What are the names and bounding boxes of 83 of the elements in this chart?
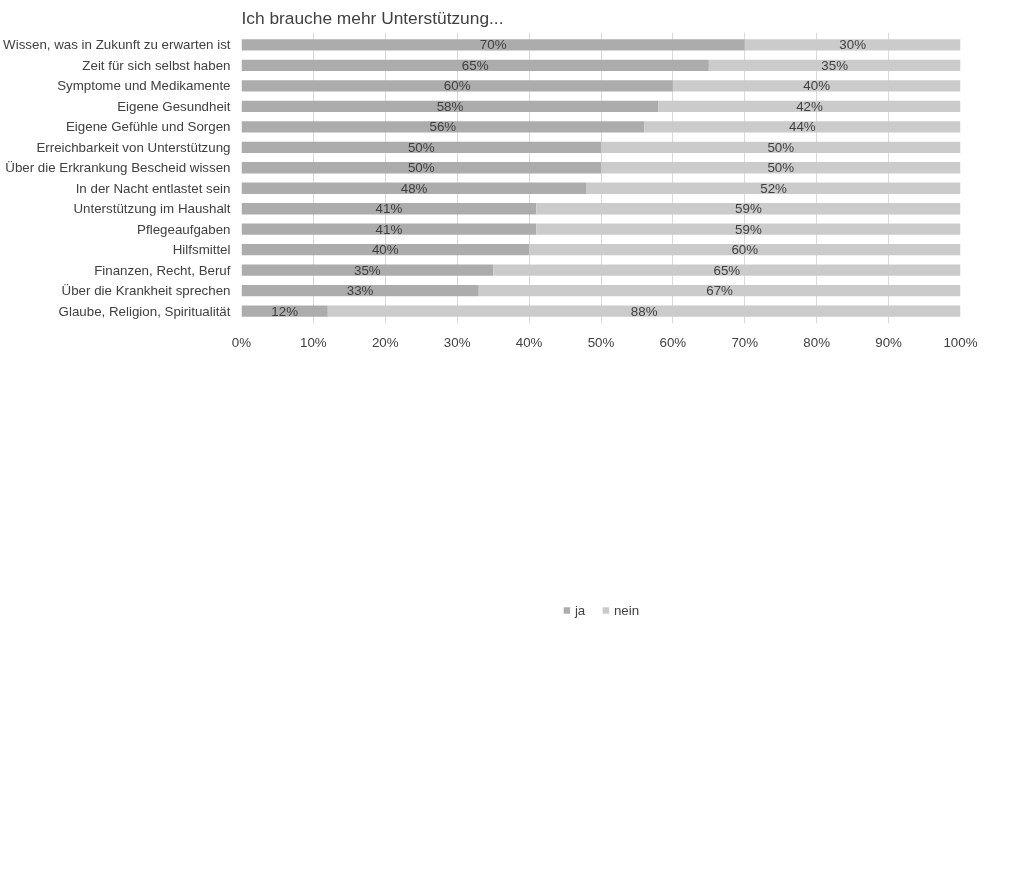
data-label: 65%	[461, 57, 489, 73]
bar	[478, 285, 961, 297]
data-label: 59%	[735, 221, 762, 237]
bar	[241, 121, 645, 133]
data-label: 60%	[731, 242, 759, 258]
data-label: 30%	[839, 37, 867, 53]
data-label: 35%	[821, 57, 849, 73]
y-tick-label: Glaube, Religion, Spiritualität	[58, 303, 231, 319]
data-label: 41%	[375, 201, 403, 217]
data-label: 52%	[760, 180, 788, 196]
data-label: 59%	[735, 201, 762, 217]
x-tick-label: 100%	[943, 334, 978, 350]
bar	[493, 264, 961, 276]
bar	[241, 59, 709, 71]
bar	[601, 162, 961, 174]
y-tick-label: Finanzen, Recht, Beruf	[94, 262, 231, 278]
data-label: 70%	[479, 37, 507, 53]
x-tick-label: 40%	[515, 334, 543, 350]
data-label: 60%	[443, 78, 471, 94]
y-tick-label: Hilfsmittel	[172, 242, 231, 258]
bar	[744, 39, 961, 51]
bar	[241, 39, 745, 51]
legend-label: nein	[613, 602, 640, 618]
data-label: 12%	[271, 303, 299, 319]
x-tick-label: 0%	[231, 334, 252, 350]
bar	[241, 285, 479, 297]
bar	[241, 203, 537, 215]
legend-label: ja	[574, 602, 587, 618]
data-label: 44%	[788, 119, 816, 135]
x-tick-label: 10%	[300, 334, 327, 350]
data-label: 40%	[371, 242, 399, 258]
y-tick-label: Eigene Gefühle und Sorgen	[65, 119, 231, 135]
bar	[241, 244, 530, 256]
x-tick-label: 30%	[443, 334, 471, 350]
y-tick-label: Über die Krankheit sprechen	[61, 283, 231, 299]
data-label: 67%	[706, 283, 734, 299]
bar	[241, 141, 601, 153]
data-label: 56%	[429, 119, 457, 135]
bar	[672, 80, 961, 92]
y-tick-label: Symptome und Medikamente	[57, 78, 231, 94]
bar	[241, 182, 587, 194]
bar	[241, 223, 537, 235]
x-tick-label: 50%	[587, 334, 615, 350]
x-tick-label: 20%	[371, 334, 399, 350]
data-label: 50%	[407, 139, 435, 155]
data-label: 88%	[630, 303, 658, 319]
x-tick-label: 70%	[731, 334, 759, 350]
y-tick-label: Wissen, was in Zukunft zu erwarten ist	[3, 37, 231, 53]
data-label: 48%	[400, 180, 428, 196]
bar	[241, 264, 494, 276]
y-tick-label: In der Nacht entlastet sein	[75, 180, 231, 196]
data-label: 58%	[436, 98, 464, 114]
data-label: 41%	[375, 221, 403, 237]
bar	[601, 141, 961, 153]
y-tick-label: Über die Erkrankung Bescheid wissen	[5, 160, 231, 176]
data-label: 50%	[407, 160, 435, 176]
chart-title: Ich brauche mehr Unterstützung...	[241, 7, 504, 28]
y-tick-label: Eigene Gesundheit	[117, 98, 231, 114]
data-label: 50%	[767, 139, 795, 155]
y-tick-label: Unterstützung im Haushalt	[73, 201, 231, 217]
data-label: 65%	[713, 262, 741, 278]
x-tick-label: 60%	[659, 334, 687, 350]
x-tick-label: 80%	[803, 334, 831, 350]
bar	[536, 223, 961, 235]
bar	[536, 203, 961, 215]
y-tick-label: Zeit für sich selbst haben	[82, 57, 231, 73]
data-label: 50%	[767, 160, 795, 176]
bar	[644, 121, 961, 133]
x-tick-label: 90%	[875, 334, 903, 350]
data-label: 35%	[353, 262, 381, 278]
bar	[658, 100, 961, 112]
data-label: 40%	[803, 78, 831, 94]
bar	[586, 182, 961, 194]
data-label: 33%	[346, 283, 374, 299]
bar	[708, 59, 961, 71]
data-label: 42%	[796, 98, 823, 114]
y-tick-label: Erreichbarkeit von Unterstützung	[36, 139, 231, 155]
bar	[241, 162, 601, 174]
bar	[241, 100, 659, 112]
bar	[327, 305, 961, 317]
y-tick-label: Pflegeaufgaben	[137, 221, 231, 237]
bar	[241, 80, 673, 92]
bar	[529, 244, 961, 256]
